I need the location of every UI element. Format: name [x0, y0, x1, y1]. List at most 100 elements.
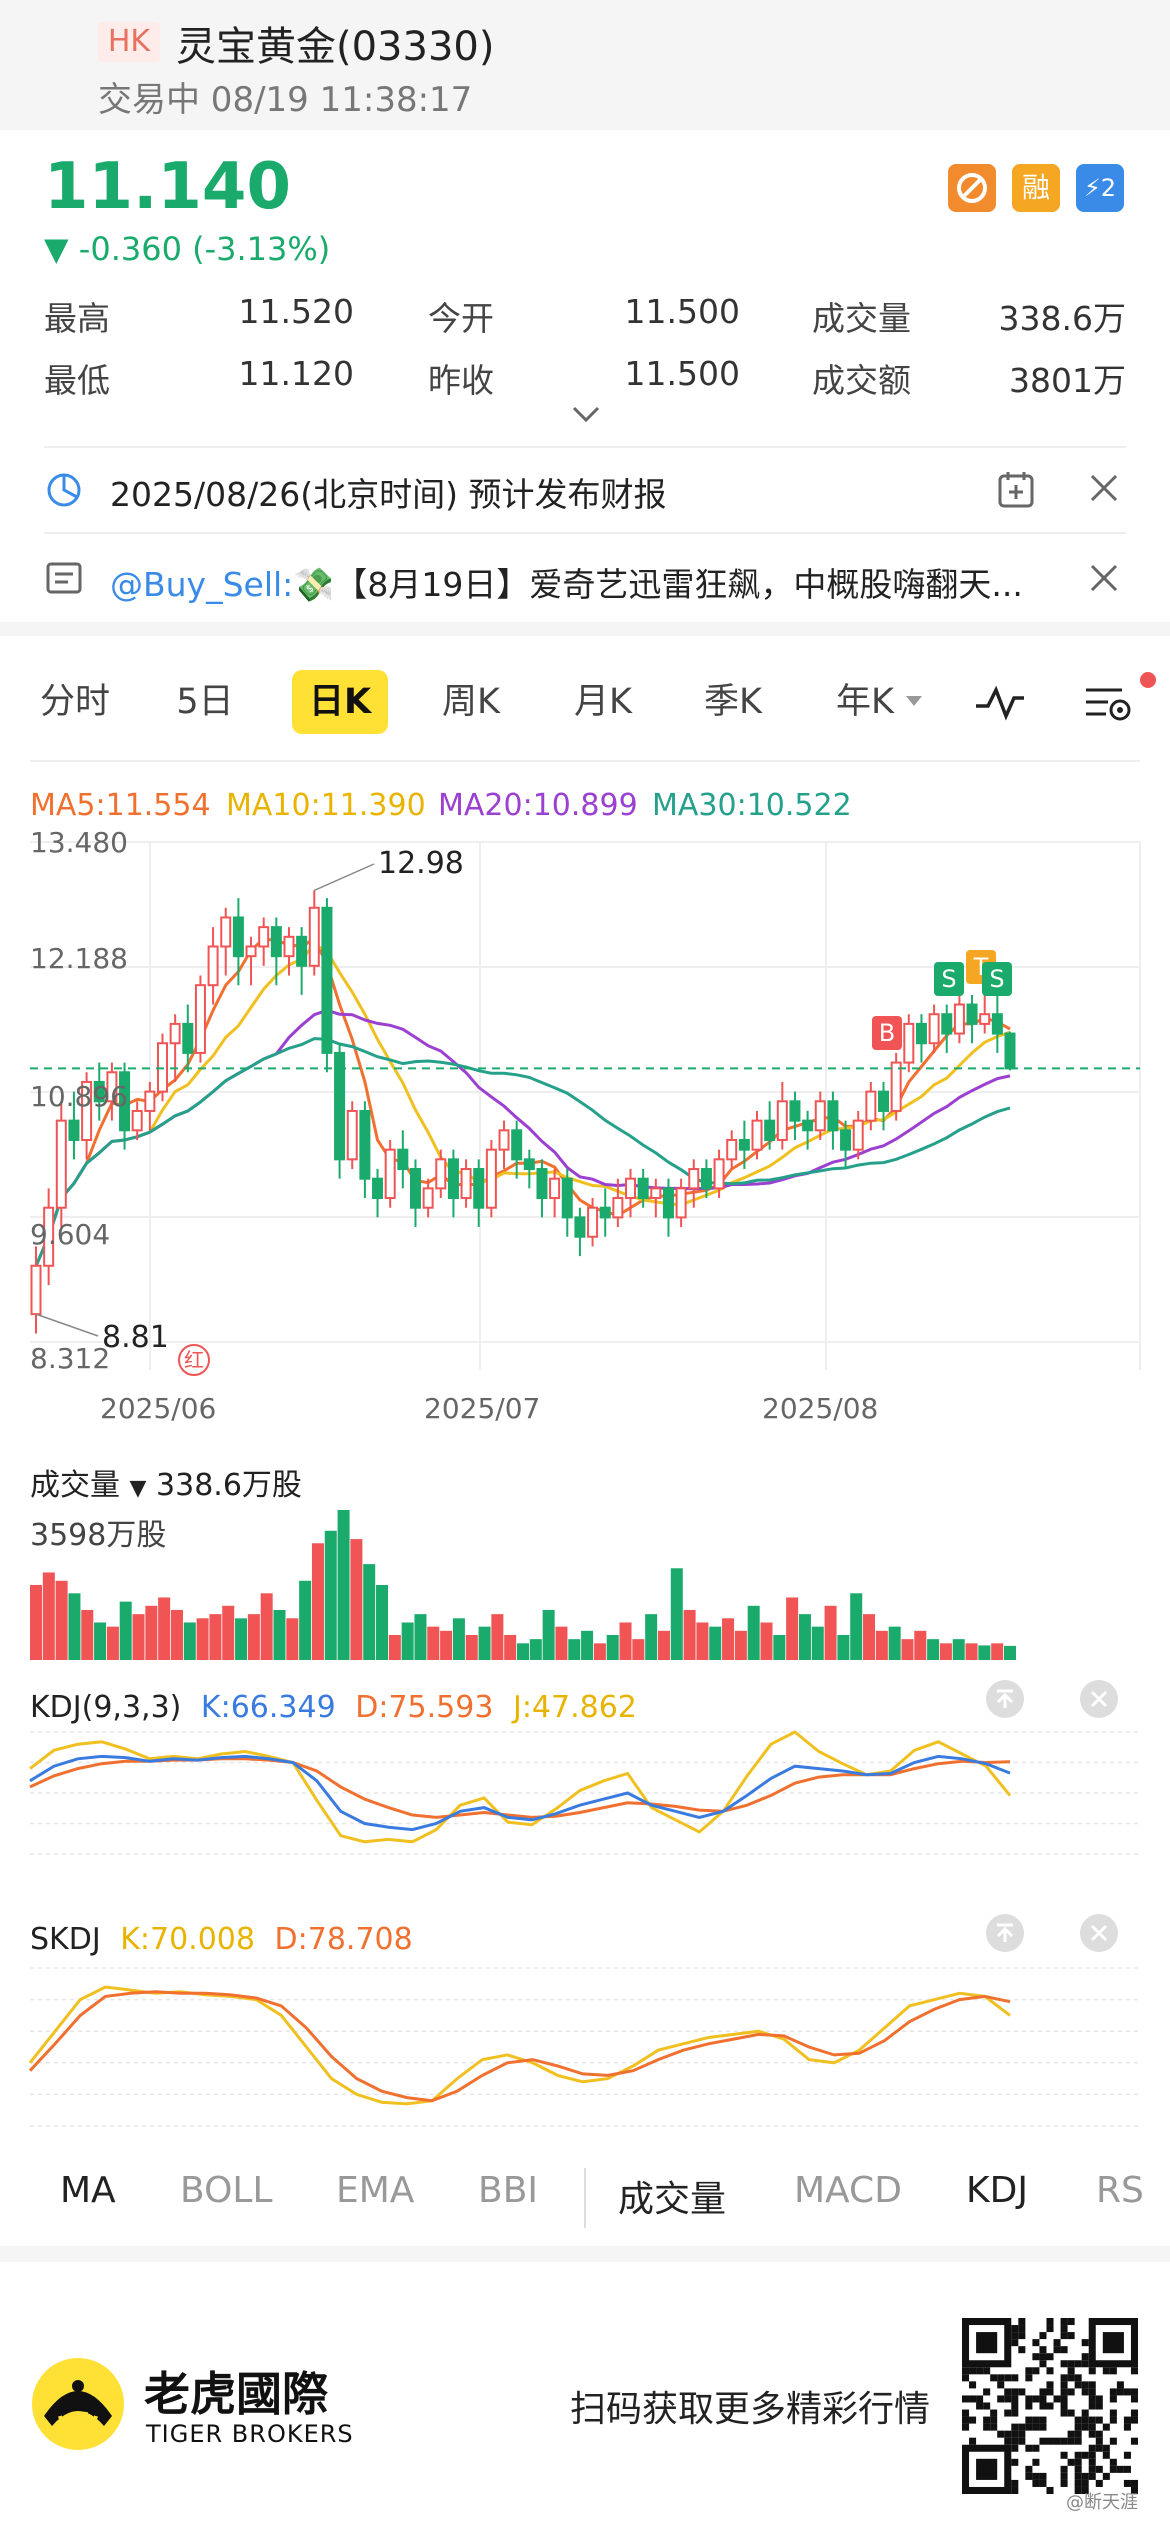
y-tick: 12.188 [30, 942, 128, 975]
kdj-legend: KDJ(9,3,3) K:66.349 D:75.593 J:47.862 [30, 1690, 637, 1725]
skdj-d-line [28, 1990, 1011, 2103]
pin-top-icon[interactable] [986, 1914, 1024, 1952]
candle-body [194, 984, 206, 1054]
volume-bar [337, 1510, 350, 1660]
candle-body [346, 1109, 358, 1161]
add-calendar-icon[interactable] [994, 468, 1038, 516]
tab-quarterly[interactable]: 季K [704, 682, 762, 722]
qr-module [1088, 2458, 1096, 2466]
tab-weekly[interactable]: 周K [442, 682, 500, 722]
sell-marker[interactable]: S [934, 962, 964, 996]
qr-code[interactable] [962, 2318, 1138, 2494]
close-icon[interactable] [1080, 1680, 1118, 1718]
volume-chart[interactable] [0, 1490, 1170, 1666]
chevron-down-icon[interactable] [568, 402, 604, 430]
tab-5day[interactable]: 5日 [176, 682, 234, 722]
candle-body [283, 935, 295, 958]
section-divider [0, 2246, 1170, 2262]
ma10-line [34, 942, 1011, 1267]
chart-settings-icon[interactable] [1082, 682, 1138, 730]
qr-module [962, 2395, 970, 2403]
ma10-legend: MA10:11.390 [226, 788, 426, 823]
volume-bar [965, 1643, 978, 1660]
qr-module [1060, 2374, 1068, 2382]
qr-module [1004, 2437, 1012, 2445]
qr-module [1088, 2423, 1096, 2431]
qr-module [1088, 2451, 1096, 2459]
red-marker[interactable]: 红 [178, 1344, 210, 1376]
tab-yearly[interactable]: 年K [836, 682, 894, 722]
tab-kdj[interactable]: KDJ [966, 2170, 1028, 2211]
tab-volume[interactable]: 成交量 [618, 2179, 727, 2220]
tab-macd[interactable]: MACD [794, 2170, 902, 2211]
last-price: 11.140 [44, 150, 291, 224]
volume-label[interactable]: 成交量 ▼ 338.6万股 [30, 1468, 302, 1503]
qr-module [1123, 2465, 1131, 2473]
ma30-legend: MA30:10.522 [652, 788, 852, 823]
qr-module [1060, 2451, 1068, 2459]
skdj-title: SKDJ [30, 1922, 101, 1957]
qr-module [1102, 2451, 1110, 2459]
candle-body [966, 1003, 978, 1025]
post-text: 💸【8月19日】爱奇艺迅雷狂飙，中概股嗨翻天... [293, 565, 1023, 604]
post-user[interactable]: @Buy_Sell: [110, 565, 294, 604]
tab-bbi[interactable]: BBI [478, 2170, 539, 2211]
candle-body [776, 1100, 788, 1141]
volume-bar [593, 1643, 606, 1660]
candle-body [840, 1129, 852, 1151]
volume-bar [299, 1580, 312, 1660]
kdj-chart[interactable] [0, 1726, 1170, 1860]
post-notice[interactable]: @Buy_Sell:💸【8月19日】爱奇艺迅雷狂飙，中概股嗨翻天... [110, 558, 1070, 606]
sell-marker[interactable]: S [982, 962, 1012, 996]
candle-body [612, 1197, 624, 1219]
volume-bar [632, 1639, 645, 1660]
candle-body [587, 1206, 599, 1238]
qr-module [1025, 2472, 1033, 2480]
qr-module [1018, 2423, 1026, 2431]
tab-intraday[interactable]: 分时 [39, 682, 110, 722]
brand-cn: 老虎國際 [144, 2367, 328, 2421]
tab-boll[interactable]: BOLL [180, 2170, 273, 2211]
qr-module [969, 2395, 977, 2403]
qr-module [1067, 2388, 1075, 2396]
candlestick-chart[interactable] [0, 820, 1170, 1420]
divider [44, 446, 1126, 448]
calendar-chart-icon [44, 470, 84, 514]
quote-label: 昨收 [428, 361, 494, 400]
tab-ma[interactable]: MA [60, 2170, 116, 2211]
qr-module [1011, 2395, 1019, 2403]
candle-body [726, 1138, 738, 1161]
buy-marker[interactable]: B [872, 1016, 902, 1050]
qr-module [1018, 2346, 1026, 2354]
kdj-k-line [29, 1754, 1011, 1832]
qr-module [1081, 2479, 1089, 2487]
candle-body [675, 1187, 687, 1219]
qr-module [1039, 2472, 1047, 2480]
no-short-icon[interactable] [948, 164, 996, 212]
skdj-chart[interactable] [0, 1962, 1170, 2132]
indicator-wave-icon[interactable] [972, 682, 1028, 726]
tab-rsi[interactable]: RS [1096, 2170, 1144, 2211]
candle-body [738, 1138, 750, 1151]
qr-module [1081, 2360, 1089, 2368]
close-icon[interactable] [1086, 470, 1122, 510]
candle-body [523, 1158, 535, 1171]
margin-badge[interactable]: 融 [1012, 164, 1060, 212]
tab-monthly[interactable]: 月K [574, 682, 632, 722]
close-icon[interactable] [1086, 560, 1122, 600]
close-icon[interactable] [1080, 1914, 1118, 1952]
caret-down-icon[interactable] [906, 696, 922, 706]
volume-bar [183, 1622, 196, 1660]
pin-top-icon[interactable] [986, 1680, 1024, 1718]
volume-bar [465, 1634, 478, 1660]
level2-badge[interactable]: ⚡2 [1076, 164, 1124, 212]
volume-bar [542, 1609, 555, 1660]
tab-daily[interactable]: 日K [292, 670, 388, 734]
tab-ema[interactable]: EMA [336, 2170, 415, 2211]
qr-module [1032, 2444, 1040, 2452]
earnings-notice[interactable]: 2025/08/26(北京时间) 预计发布财报 [110, 475, 667, 514]
candle-body [625, 1177, 637, 1200]
volume-bar [875, 1630, 888, 1660]
qr-module [1074, 2486, 1082, 2494]
volume-bar [939, 1643, 952, 1660]
